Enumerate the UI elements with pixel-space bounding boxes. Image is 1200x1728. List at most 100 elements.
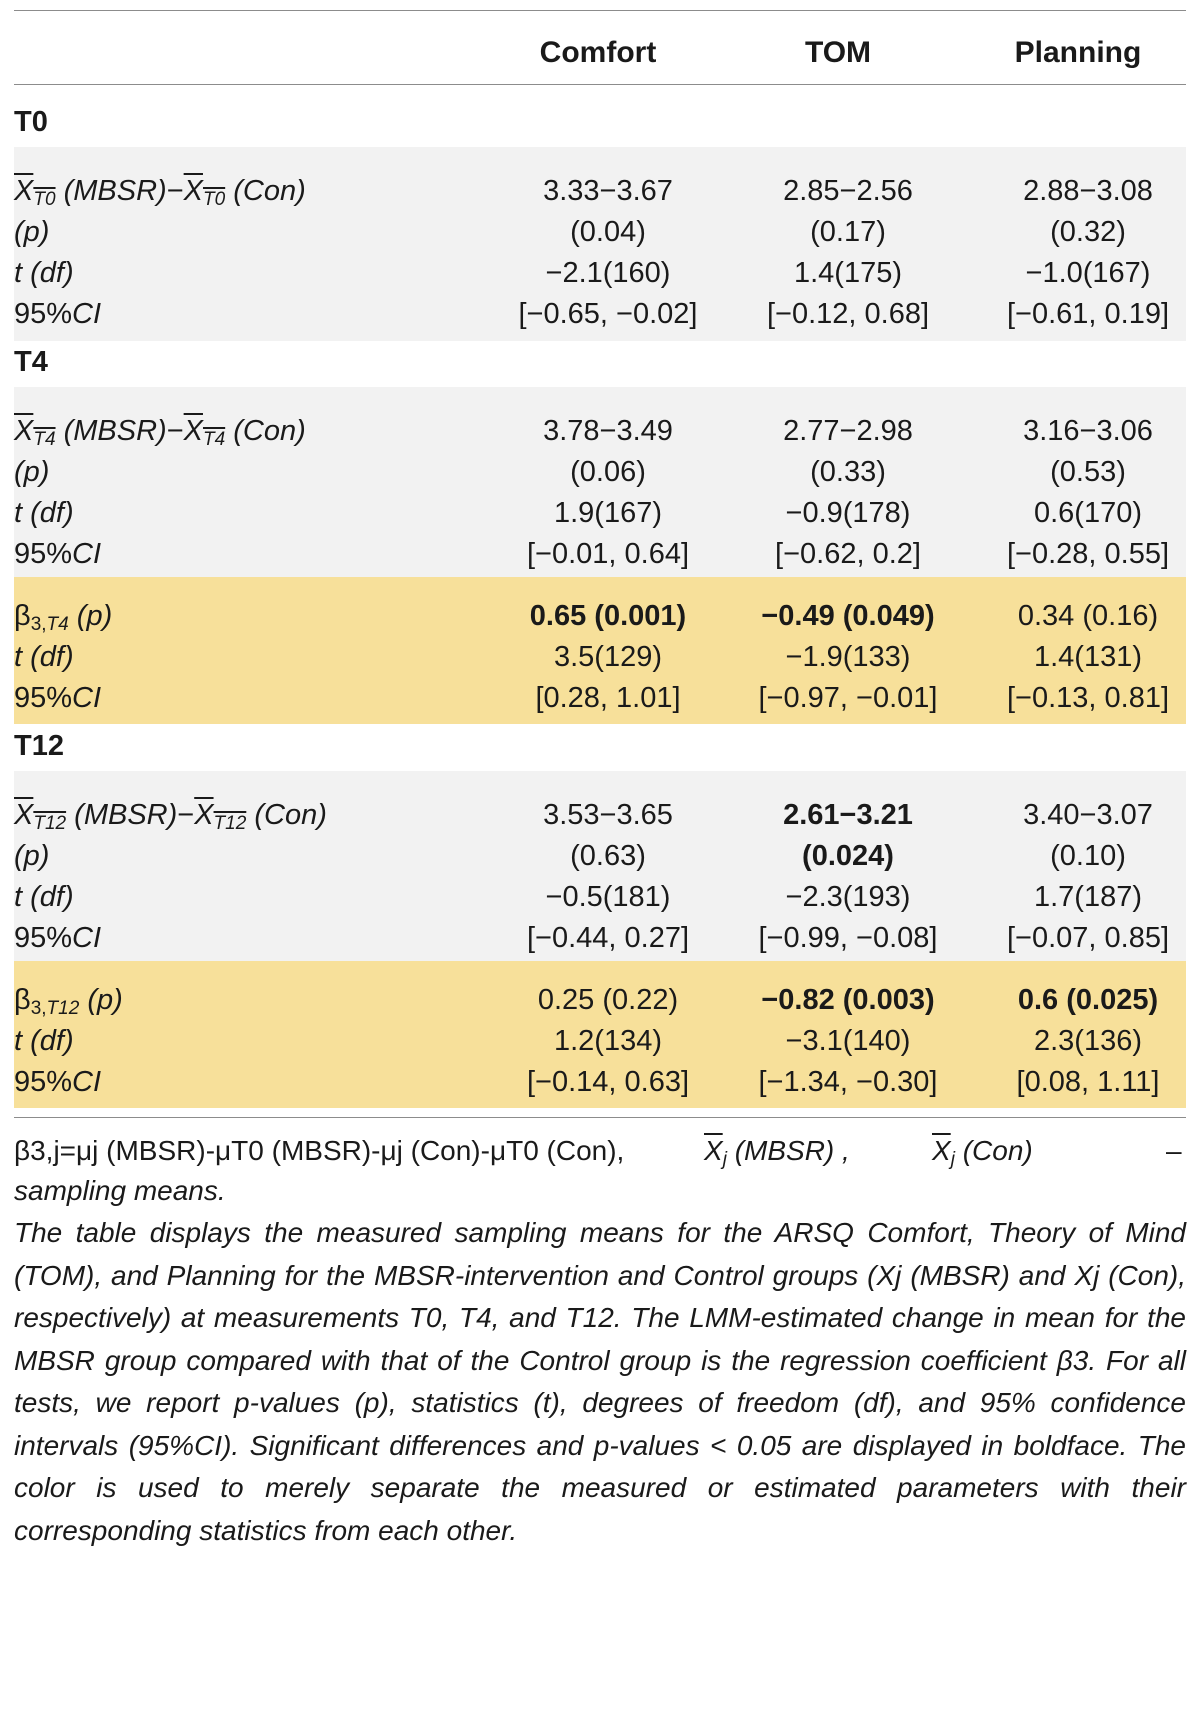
section-label-t4: T4 bbox=[14, 346, 48, 378]
t12-beta-ci-tom: [−1.34, −0.30] bbox=[758, 1066, 938, 1098]
t0-p-planning: (0.32) bbox=[1050, 216, 1126, 248]
column-header-planning: Planning bbox=[1014, 36, 1142, 69]
t4-beta-label: β3,T4 (p) bbox=[14, 600, 113, 635]
t4-beta-tdf-label: t (df) bbox=[14, 641, 74, 673]
t12-tdf-row: t (df) −0.5(181) −2.3(193) 1.7(187) bbox=[14, 875, 1186, 919]
sampling-means-note: sampling means. bbox=[14, 1175, 226, 1206]
t12-beta-row: β3,T12 (p) 0.25 (0.22) −0.82 (0.003) 0.6… bbox=[14, 978, 1186, 1022]
con-means-note: Xj (Con) bbox=[932, 1135, 1033, 1170]
t12-means-planning: 3.40−3.07 bbox=[1023, 799, 1153, 831]
t4-beta-ci-tom: [−0.97, −0.01] bbox=[758, 682, 938, 714]
t12-beta-tdf-tom: −3.1(140) bbox=[785, 1025, 911, 1057]
t0-tdf-label: t (df) bbox=[14, 257, 74, 289]
t0-p-tom: (0.17) bbox=[810, 216, 886, 248]
t12-beta-tdf-row: t (df) 1.2(134) −3.1(140) 2.3(136) bbox=[14, 1019, 1186, 1063]
t0-ci-comfort: [−0.65, −0.02] bbox=[518, 298, 698, 330]
t0-tdf-planning: −1.0(167) bbox=[1025, 257, 1151, 289]
t12-ci-planning: [−0.07, 0.85] bbox=[1006, 922, 1170, 954]
t4-beta-planning: 0.34 (0.16) bbox=[1017, 600, 1159, 632]
t4-tdf-comfort: 1.9(167) bbox=[553, 497, 662, 529]
t4-tdf-planning: 0.6(170) bbox=[1033, 497, 1142, 529]
t4-means-tom: 2.77−2.98 bbox=[783, 415, 913, 447]
section-label-t12: T12 bbox=[14, 730, 64, 762]
t12-p-row: (p) (0.63) (0.024) (0.10) bbox=[14, 834, 1186, 878]
footnote-formula: β3,j=μj (MBSR)-μT0 (MBSR)-μj (Con)-μT0 (… bbox=[14, 1130, 1186, 1214]
t0-means-comfort: 3.33−3.67 bbox=[543, 175, 673, 207]
t0-diff-label: XT0 (MBSR)−XT0 (Con) bbox=[14, 175, 306, 210]
t4-p-comfort: (0.06) bbox=[570, 456, 646, 488]
t4-beta-ci-comfort: [0.28, 1.01] bbox=[535, 682, 681, 714]
top-rule bbox=[14, 10, 1186, 11]
t4-tdf-label: t (df) bbox=[14, 497, 74, 529]
t4-p-row: (p) (0.06) (0.33) (0.53) bbox=[14, 450, 1186, 494]
t12-means-tom: 2.61−3.21 bbox=[783, 799, 913, 831]
column-header-tom: TOM bbox=[804, 36, 872, 69]
t4-means-block: XT4 (MBSR)−XT4 (Con) 3.78−3.49 2.77−2.98… bbox=[14, 387, 1186, 577]
t4-means-row: XT4 (MBSR)−XT4 (Con) 3.78−3.49 2.77−2.98… bbox=[14, 409, 1186, 453]
t4-ci-tom: [−0.62, 0.2] bbox=[775, 538, 921, 570]
t4-beta-tdf-comfort: 3.5(129) bbox=[553, 641, 662, 673]
t0-tdf-comfort: −2.1(160) bbox=[545, 257, 671, 289]
t12-beta-tom: −0.82 (0.003) bbox=[761, 984, 935, 1016]
t4-ci-planning: [−0.28, 0.55] bbox=[1006, 538, 1170, 570]
t12-means-comfort: 3.53−3.65 bbox=[543, 799, 673, 831]
t4-beta-tom: −0.49 (0.049) bbox=[761, 600, 935, 632]
t4-beta-tdf-row: t (df) 3.5(129) −1.9(133) 1.4(131) bbox=[14, 635, 1186, 679]
t4-p-tom: (0.33) bbox=[810, 456, 886, 488]
t0-ci-tom: [−0.12, 0.68] bbox=[766, 298, 930, 330]
t0-p-label: (p) bbox=[14, 216, 50, 248]
section-label-t0: T0 bbox=[14, 106, 48, 138]
t4-tdf-row: t (df) 1.9(167) −0.9(178) 0.6(170) bbox=[14, 491, 1186, 535]
t0-means-planning: 2.88−3.08 bbox=[1023, 175, 1153, 207]
t12-p-planning: (0.10) bbox=[1050, 840, 1126, 872]
t12-diff-label: XT12 (MBSR)−XT12 (Con) bbox=[14, 799, 327, 834]
t4-beta-comfort: 0.65 (0.001) bbox=[529, 600, 687, 632]
header-rule bbox=[14, 84, 1186, 85]
t0-ci-label: 95%CI bbox=[14, 298, 102, 330]
t12-tdf-label: t (df) bbox=[14, 881, 74, 913]
t12-ci-label: 95%CI bbox=[14, 922, 102, 954]
t12-p-label: (p) bbox=[14, 840, 50, 872]
t0-p-comfort: (0.04) bbox=[570, 216, 646, 248]
t4-p-label: (p) bbox=[14, 456, 50, 488]
t4-ci-row: 95%CI [−0.01, 0.64] [−0.62, 0.2] [−0.28,… bbox=[14, 532, 1186, 576]
footnote-paragraph: The table displays the measured sampling… bbox=[14, 1217, 1186, 1546]
t4-beta-tdf-tom: −1.9(133) bbox=[785, 641, 911, 673]
t4-beta-ci-row: 95%CI [0.28, 1.01] [−0.97, −0.01] [−0.13… bbox=[14, 676, 1186, 720]
t0-means-row: XT0 (MBSR)−XT0 (Con) 3.33−3.67 2.85−2.56… bbox=[14, 169, 1186, 213]
t4-means-comfort: 3.78−3.49 bbox=[543, 415, 673, 447]
t4-beta-block: β3,T4 (p) 0.65 (0.001) −0.49 (0.049) 0.3… bbox=[14, 577, 1186, 724]
t12-beta-block: β3,T12 (p) 0.25 (0.22) −0.82 (0.003) 0.6… bbox=[14, 961, 1186, 1108]
beta-formula: β3,j=μj (MBSR)-μT0 (MBSR)-μj (Con)-μT0 (… bbox=[14, 1135, 625, 1166]
t4-beta-row: β3,T4 (p) 0.65 (0.001) −0.49 (0.049) 0.3… bbox=[14, 594, 1186, 638]
t12-beta-ci-comfort: [−0.14, 0.63] bbox=[526, 1066, 690, 1098]
t0-means-tom: 2.85−2.56 bbox=[783, 175, 913, 207]
t12-beta-tdf-label: t (df) bbox=[14, 1025, 74, 1057]
t4-diff-label: XT4 (MBSR)−XT4 (Con) bbox=[14, 415, 306, 450]
t0-tdf-row: t (df) −2.1(160) 1.4(175) −1.0(167) bbox=[14, 251, 1186, 295]
t4-ci-comfort: [−0.01, 0.64] bbox=[526, 538, 690, 570]
t4-beta-ci-planning: [−0.13, 0.81] bbox=[1006, 682, 1170, 714]
column-header-comfort: Comfort bbox=[539, 36, 657, 69]
t12-p-tom: (0.024) bbox=[802, 840, 894, 872]
t4-p-planning: (0.53) bbox=[1050, 456, 1126, 488]
t4-beta-tdf-planning: 1.4(131) bbox=[1033, 641, 1142, 673]
t12-beta-tdf-comfort: 1.2(134) bbox=[553, 1025, 662, 1057]
t12-beta-ci-planning: [0.08, 1.11] bbox=[1016, 1066, 1160, 1098]
t12-beta-label: β3,T12 (p) bbox=[14, 984, 123, 1019]
t4-beta-ci-label: 95%CI bbox=[14, 682, 102, 714]
t12-beta-comfort: 0.25 (0.22) bbox=[537, 984, 679, 1016]
t12-ci-tom: [−0.99, −0.08] bbox=[758, 922, 938, 954]
bottom-rule bbox=[14, 1117, 1186, 1118]
t12-ci-row: 95%CI [−0.44, 0.27] [−0.99, −0.08] [−0.0… bbox=[14, 916, 1186, 960]
t12-means-row: XT12 (MBSR)−XT12 (Con) 3.53−3.65 2.61−3.… bbox=[14, 793, 1186, 837]
t12-beta-tdf-planning: 2.3(136) bbox=[1033, 1025, 1142, 1057]
t4-tdf-tom: −0.9(178) bbox=[785, 497, 911, 529]
t12-means-block: XT12 (MBSR)−XT12 (Con) 3.53−3.65 2.61−3.… bbox=[14, 771, 1186, 961]
t0-ci-planning: [−0.61, 0.19] bbox=[1006, 298, 1170, 330]
t12-tdf-tom: −2.3(193) bbox=[785, 881, 911, 913]
t12-ci-comfort: [−0.44, 0.27] bbox=[526, 922, 690, 954]
mbsr-means-note: Xj (MBSR) , bbox=[704, 1135, 850, 1170]
t12-beta-ci-label: 95%CI bbox=[14, 1066, 102, 1098]
